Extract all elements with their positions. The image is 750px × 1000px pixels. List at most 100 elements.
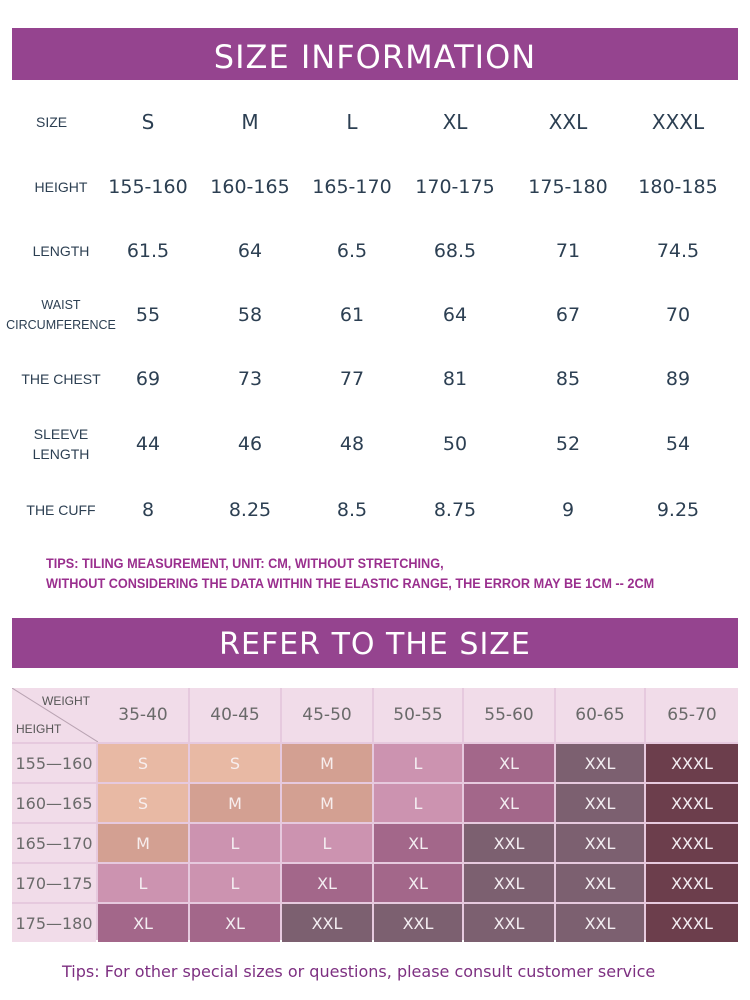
size-recommendation-cell: M: [282, 744, 372, 782]
size-table-row: WAIST CIRCUMFERENCE 55 58 61 64 67 70: [0, 285, 750, 345]
size-table-cell: 73: [237, 368, 263, 390]
size-recommendation-cell: M: [98, 824, 188, 862]
size-table-cell: 64: [442, 304, 468, 326]
size-table-cell: 160-165: [210, 176, 290, 198]
size-table-cell: 67: [555, 304, 581, 326]
grid-corner-header: WEIGHT HEIGHT: [12, 688, 98, 742]
size-table-row-label: THE CHEST: [0, 349, 122, 409]
size-table-cell: 61: [339, 304, 365, 326]
size-column-header: XXXL: [651, 110, 705, 134]
row-label-line: LENGTH: [32, 446, 90, 462]
size-table-cell: 74.5: [656, 240, 700, 262]
size-table-row: LENGTH 61.5 64 6.5 68.5 71 74.5: [0, 221, 750, 281]
refer-to-size-banner: REFER TO THE SIZE: [12, 618, 738, 668]
size-column-header: S: [141, 110, 155, 134]
refer-to-size-title: REFER TO THE SIZE: [219, 627, 531, 662]
row-label-line: LENGTH: [32, 243, 90, 259]
weight-column-header: 45-50: [282, 688, 372, 742]
size-table-cell: 68.5: [433, 240, 477, 262]
size-table-cell: 50: [442, 433, 468, 455]
size-table-cell: 77: [339, 368, 365, 390]
tips-line-1: TIPS: TILING MEASUREMENT, UNIT: CM, WITH…: [46, 556, 444, 571]
size-table-row: THE CUFF 8 8.25 8.5 8.75 9 9.25: [0, 480, 750, 540]
size-column-header: XXL: [548, 110, 588, 134]
row-label-line: HEIGHT: [34, 179, 88, 195]
size-table-cell: 55: [135, 304, 161, 326]
size-table-cell: 64: [237, 240, 263, 262]
size-recommendation-cell: S: [98, 784, 188, 822]
height-row-header: 165—170: [12, 824, 96, 862]
size-recommendation-cell: L: [98, 864, 188, 902]
size-table-cell: 165-170: [312, 176, 392, 198]
size-table-cell: 9: [561, 499, 575, 521]
size-recommendation-cell: XXXL: [646, 784, 738, 822]
size-table-row: THE CHEST 69 73 77 81 85 89: [0, 349, 750, 409]
size-table-row-label: THE CUFF: [0, 480, 122, 540]
size-table-cell: 170-175: [415, 176, 495, 198]
size-recommendation-cell: XL: [374, 824, 462, 862]
size-recommendation-cell: L: [374, 744, 462, 782]
size-recommendation-cell: XXL: [464, 864, 554, 902]
size-table-row-label: WAIST CIRCUMFERENCE: [0, 285, 122, 345]
size-recommendation-cell: XL: [98, 904, 188, 942]
size-recommendation-cell: L: [282, 824, 372, 862]
size-table-row: HEIGHT 155-160 160-165 165-170 170-175 175-18…: [0, 157, 750, 217]
size-table-cell: 85: [555, 368, 581, 390]
size-recommendation-cell: XL: [374, 864, 462, 902]
corner-weight-label: WEIGHT: [42, 694, 90, 708]
size-table-cell: 8.25: [228, 499, 272, 521]
size-column-header: M: [241, 110, 259, 134]
size-table-cell: 81: [442, 368, 468, 390]
size-recommendation-cell: XL: [190, 904, 280, 942]
size-table-row: SLEEVE LENGTH 44 46 48 50 52 54: [0, 414, 750, 474]
size-table-row-label: LENGTH: [0, 221, 122, 281]
size-information-title: SIZE INFORMATION: [213, 38, 537, 76]
customer-service-tips: Tips: For other special sizes or questio…: [62, 962, 656, 981]
size-table-cell: 9.25: [656, 499, 700, 521]
size-table-cell: 8.75: [433, 499, 477, 521]
size-recommendation-cell: L: [190, 864, 280, 902]
row-label-line: THE CUFF: [26, 502, 96, 518]
size-recommendation-cell: XXXL: [646, 904, 738, 942]
weight-column-header: 65-70: [646, 688, 738, 742]
size-table-cell: 180-185: [638, 176, 718, 198]
size-recommendation-cell: M: [282, 784, 372, 822]
size-recommendation-cell: L: [190, 824, 280, 862]
row-label-line: CIRCUMFERENCE: [6, 318, 116, 332]
size-table-row: SIZE S M L XL XXL XXXL: [0, 92, 750, 152]
size-table-row-label: HEIGHT: [0, 157, 122, 217]
size-recommendation-cell: XXL: [464, 904, 554, 942]
size-recommendation-cell: XXXL: [646, 864, 738, 902]
size-table-cell: 6.5: [336, 240, 368, 262]
tips-line-2: WITHOUT CONSIDERING THE DATA WITHIN THE …: [46, 576, 655, 591]
size-table-cell: 71: [555, 240, 581, 262]
size-table-cell: 58: [237, 304, 263, 326]
size-table-cell: 70: [665, 304, 691, 326]
size-table-cell: 89: [665, 368, 691, 390]
size-information-banner: SIZE INFORMATION: [12, 28, 738, 80]
size-recommendation-cell: S: [98, 744, 188, 782]
size-table-cell: 8.5: [336, 499, 368, 521]
size-table-cell: 175-180: [528, 176, 608, 198]
size-table-cell: 46: [237, 433, 263, 455]
height-row-header: 155—160: [12, 744, 96, 782]
size-table-cell: 48: [339, 433, 365, 455]
size-table-cell: 44: [135, 433, 161, 455]
size-recommendation-cell: XXL: [374, 904, 462, 942]
height-row-header: 160—165: [12, 784, 96, 822]
size-recommendation-cell: XXL: [556, 784, 644, 822]
size-table-cell: 54: [665, 433, 691, 455]
size-recommendation-cell: XXL: [556, 864, 644, 902]
size-table-cell: 52: [555, 433, 581, 455]
corner-height-label: HEIGHT: [16, 722, 62, 736]
size-recommendation-cell: XXL: [464, 824, 554, 862]
size-recommendation-cell: XXXL: [646, 824, 738, 862]
height-row-header: 170—175: [12, 864, 96, 902]
size-recommendation-cell: XXL: [556, 904, 644, 942]
size-recommendation-cell: XXL: [556, 744, 644, 782]
size-column-header: L: [346, 110, 358, 134]
height-row-header: 175—180: [12, 904, 96, 942]
size-recommendation-cell: XXL: [282, 904, 372, 942]
row-label-line: SIZE: [36, 114, 68, 130]
row-label-line: SLEEVE: [33, 426, 89, 442]
